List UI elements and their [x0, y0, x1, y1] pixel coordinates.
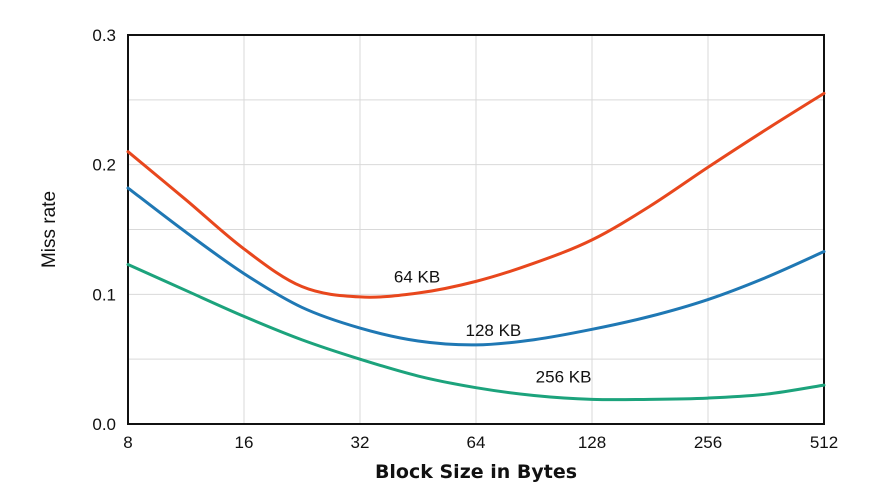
x-tick-label: 64: [467, 433, 486, 452]
series-line-256-kb: [126, 263, 826, 402]
series-label: 64 KB: [394, 268, 440, 287]
series-lines: [126, 91, 826, 402]
y-tick-label: 0.1: [92, 285, 116, 304]
series-label: 128 KB: [465, 321, 521, 340]
y-tick-label: 0.0: [92, 415, 116, 434]
plot-area: [127, 34, 825, 425]
y-axis-ticks: 0.0 0.1 0.2 0.3: [92, 26, 116, 434]
series-line-64-kb: [126, 91, 826, 299]
series-label: 256 KB: [536, 368, 592, 387]
y-tick-label: 0.2: [92, 156, 116, 175]
x-tick-label: 256: [694, 433, 722, 452]
x-tick-label: 32: [351, 433, 370, 452]
y-tick-label: 0.3: [92, 26, 116, 45]
x-tick-label: 16: [235, 433, 254, 452]
x-axis-ticks: 8 16 32 64 128 256 512: [123, 433, 838, 452]
gridlines: [127, 34, 825, 425]
series-labels: 64 KB 128 KB 256 KB: [394, 268, 592, 387]
series-line-128-kb: [126, 186, 826, 347]
x-tick-label: 128: [578, 433, 606, 452]
x-axis-title: Block Size in Bytes: [375, 461, 577, 483]
x-tick-label: 512: [810, 433, 838, 452]
y-axis-title: Miss rate: [39, 191, 60, 268]
x-tick-label: 8: [123, 433, 132, 452]
